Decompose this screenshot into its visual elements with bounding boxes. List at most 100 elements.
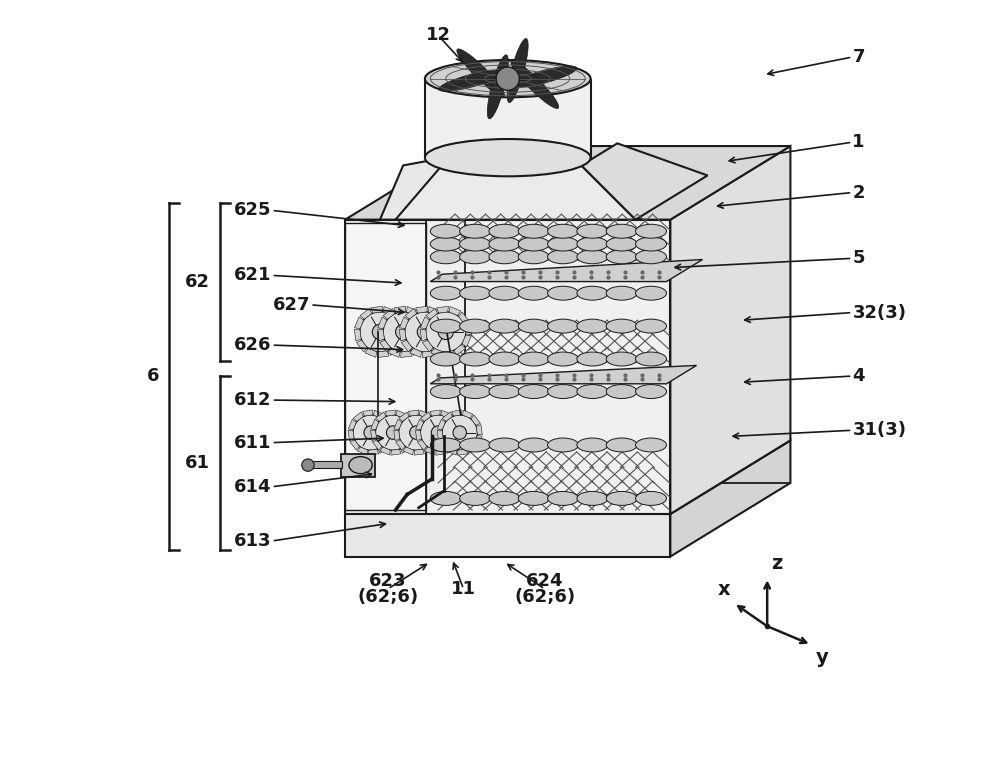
Polygon shape [350, 440, 359, 450]
Polygon shape [394, 420, 402, 430]
Polygon shape [439, 440, 449, 450]
Text: 614: 614 [234, 478, 272, 496]
Polygon shape [433, 345, 445, 356]
Polygon shape [394, 307, 406, 313]
Polygon shape [420, 335, 429, 347]
Polygon shape [405, 308, 417, 319]
Ellipse shape [489, 491, 520, 505]
Polygon shape [396, 440, 405, 450]
Polygon shape [437, 431, 443, 441]
Polygon shape [454, 345, 466, 356]
Polygon shape [394, 431, 400, 441]
Polygon shape [462, 335, 471, 347]
Polygon shape [368, 449, 379, 456]
Ellipse shape [425, 139, 591, 176]
Polygon shape [417, 440, 427, 450]
Ellipse shape [430, 237, 461, 251]
Ellipse shape [636, 286, 667, 300]
Ellipse shape [489, 237, 520, 251]
Ellipse shape [606, 491, 637, 505]
Polygon shape [670, 441, 790, 556]
Text: 612: 612 [234, 391, 272, 409]
Circle shape [426, 312, 466, 352]
Polygon shape [416, 307, 427, 313]
Polygon shape [391, 449, 401, 456]
Ellipse shape [606, 352, 637, 366]
Ellipse shape [430, 352, 461, 366]
Text: 611: 611 [234, 434, 272, 452]
Polygon shape [419, 410, 430, 418]
Ellipse shape [430, 225, 461, 238]
Circle shape [442, 415, 477, 450]
Polygon shape [360, 308, 372, 319]
Ellipse shape [577, 352, 608, 366]
Circle shape [396, 324, 411, 339]
Ellipse shape [489, 385, 520, 399]
Text: 625: 625 [234, 201, 272, 219]
Polygon shape [341, 453, 375, 477]
Polygon shape [463, 410, 473, 418]
Polygon shape [383, 307, 395, 316]
Text: 5: 5 [852, 250, 865, 268]
Polygon shape [345, 146, 790, 220]
Polygon shape [424, 444, 434, 453]
Polygon shape [467, 444, 477, 453]
Ellipse shape [606, 237, 637, 251]
Polygon shape [425, 447, 435, 455]
Polygon shape [356, 340, 367, 352]
Circle shape [360, 312, 400, 352]
Polygon shape [430, 365, 697, 384]
Polygon shape [403, 447, 414, 455]
Polygon shape [422, 351, 434, 357]
Polygon shape [354, 329, 361, 341]
Text: 11: 11 [451, 580, 476, 598]
Ellipse shape [489, 352, 520, 366]
Text: z: z [771, 554, 782, 573]
Polygon shape [449, 415, 459, 425]
Circle shape [431, 426, 445, 439]
Ellipse shape [349, 456, 372, 473]
Ellipse shape [489, 319, 520, 333]
Polygon shape [446, 447, 457, 455]
Polygon shape [353, 412, 363, 421]
Polygon shape [399, 323, 406, 335]
Polygon shape [431, 435, 439, 446]
Ellipse shape [577, 237, 608, 251]
Polygon shape [581, 144, 708, 220]
Polygon shape [378, 329, 384, 341]
Polygon shape [380, 146, 643, 220]
Polygon shape [670, 146, 790, 514]
Polygon shape [457, 449, 468, 456]
Polygon shape [465, 323, 471, 335]
Polygon shape [459, 312, 469, 324]
Polygon shape [385, 435, 393, 446]
Ellipse shape [430, 491, 461, 505]
Ellipse shape [636, 491, 667, 505]
Text: 31(3): 31(3) [852, 421, 906, 439]
Ellipse shape [577, 491, 608, 505]
Text: y: y [816, 648, 829, 667]
Polygon shape [345, 224, 426, 510]
Circle shape [353, 415, 388, 450]
Polygon shape [355, 317, 364, 328]
Ellipse shape [518, 250, 549, 264]
Ellipse shape [460, 286, 491, 300]
Ellipse shape [430, 250, 461, 264]
Polygon shape [442, 412, 452, 421]
Ellipse shape [460, 385, 491, 399]
Ellipse shape [518, 491, 549, 505]
Ellipse shape [460, 438, 491, 452]
Circle shape [405, 312, 445, 352]
Polygon shape [399, 412, 409, 421]
Ellipse shape [489, 250, 520, 264]
Polygon shape [410, 348, 422, 357]
Polygon shape [393, 312, 403, 324]
Text: 2: 2 [852, 183, 865, 201]
Ellipse shape [548, 319, 579, 333]
Ellipse shape [577, 250, 608, 264]
Polygon shape [383, 308, 395, 319]
Polygon shape [428, 415, 437, 425]
Polygon shape [396, 335, 405, 347]
Ellipse shape [430, 385, 461, 399]
Text: 32(3): 32(3) [852, 303, 906, 321]
